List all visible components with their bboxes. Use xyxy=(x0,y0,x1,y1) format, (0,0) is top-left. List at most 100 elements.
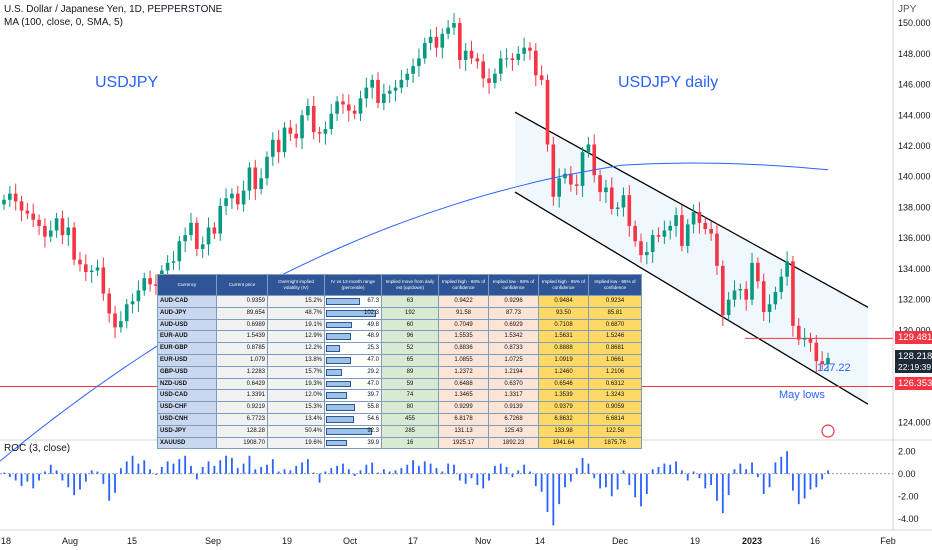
table-cell-rng: 47.0 xyxy=(324,377,382,391)
roc-bar xyxy=(160,467,163,474)
candle-body xyxy=(206,227,211,245)
roc-bar xyxy=(663,463,666,474)
price-tick-label: 140.000 xyxy=(898,172,931,182)
candle-body xyxy=(738,288,743,291)
support-price-badge: 126.353 xyxy=(895,377,932,390)
price-tick-label: 144.000 xyxy=(898,110,931,120)
roc-bar xyxy=(622,470,625,474)
table-cell-l68: 1.5342 xyxy=(488,330,539,344)
roc-bar xyxy=(710,473,713,485)
roc-bar xyxy=(780,456,783,474)
roc-bar xyxy=(260,467,263,474)
table-cell-mv: 60 xyxy=(381,318,439,332)
percentile-value: 29.2 xyxy=(367,368,379,375)
candle-body xyxy=(440,33,445,48)
channel-upper-line xyxy=(514,111,869,308)
candle-body xyxy=(195,222,199,249)
roc-bar xyxy=(756,473,759,478)
table-cell-mv: 285 xyxy=(381,424,439,438)
candle-body xyxy=(539,75,544,80)
roc-bar xyxy=(493,465,496,474)
roc-bar xyxy=(435,468,438,474)
time-tick-label: 19 xyxy=(282,536,292,546)
candle-body xyxy=(101,267,106,294)
table-cell-h68: 1.5535 xyxy=(438,330,489,344)
table-cell-h68: 0.9299 xyxy=(438,401,489,414)
roc-bar xyxy=(207,461,210,474)
table-cell-mv: 52 xyxy=(381,342,439,355)
roc-bar xyxy=(347,469,350,474)
roc-bar xyxy=(172,463,175,474)
roc-bar xyxy=(359,470,362,474)
candle-body xyxy=(516,53,521,60)
table-header-cell: IV vs 12-month range (percentile) xyxy=(324,274,382,296)
candle-body xyxy=(609,187,614,210)
table-cell-l95: 122.58 xyxy=(588,424,642,438)
table-row: NZD-USD 0.6429 19.3% 47.0 59 0.6488 0.6370 0.65… xyxy=(157,377,642,391)
table-cell-l68: 0.6929 xyxy=(488,318,539,332)
table-cell-price: 0.9219 xyxy=(216,401,268,414)
table-cell-h68: 1925.17 xyxy=(438,436,489,450)
roc-bar xyxy=(73,473,76,496)
table-cell-price: 0.8785 xyxy=(216,342,268,355)
table-cell-l68: 0.8733 xyxy=(488,342,539,355)
candle-body xyxy=(709,228,713,234)
roc-bar xyxy=(365,464,368,474)
currency-unit: JPY xyxy=(898,4,917,15)
candle-body xyxy=(306,106,310,116)
roc-bar xyxy=(628,473,631,485)
roc-bar xyxy=(38,473,40,481)
table-cell-h68: 0.6488 xyxy=(438,377,489,391)
roc-bar xyxy=(464,473,467,484)
roc-bar xyxy=(669,464,672,474)
table-row: AUD-JPY 89.654 48.7% 102.3 192 91.58 87.73 93.5… xyxy=(157,306,642,320)
candle-body xyxy=(282,127,287,153)
candle-body xyxy=(533,50,538,76)
candle-body xyxy=(615,207,620,210)
table-cell-l68: 1.2194 xyxy=(488,365,539,379)
candle-body xyxy=(171,261,176,263)
table-header-cell: Implied low - 95% of confidence xyxy=(588,274,642,296)
candle-body xyxy=(364,87,369,99)
candle-body xyxy=(761,281,766,312)
roc-bar xyxy=(155,473,157,475)
candle-body xyxy=(650,235,655,253)
table-cell-price: 1.079 xyxy=(216,353,268,367)
percentile-value: 39.9 xyxy=(367,439,379,446)
table-cell-h95: 0.8888 xyxy=(538,342,589,355)
price-tick-label: 132.000 xyxy=(898,295,931,305)
roc-bar xyxy=(476,473,479,485)
roc-bar xyxy=(201,467,204,474)
roc-bar xyxy=(353,473,356,476)
candle-body xyxy=(78,259,82,265)
roc-bar xyxy=(102,473,105,484)
percentile-bar xyxy=(326,392,348,400)
table-header-cell: Implied high - 95% of confidence xyxy=(538,274,589,296)
roc-bar xyxy=(651,469,654,474)
channel-fill xyxy=(515,112,868,405)
percentile-value: 49.8 xyxy=(367,321,379,328)
roc-bar xyxy=(593,473,596,479)
candle-body xyxy=(580,152,585,186)
table-cell-vol: 19.3% xyxy=(267,377,325,391)
roc-bar xyxy=(90,470,93,474)
table-cell-mv: 80 xyxy=(381,401,439,414)
candle-body xyxy=(60,218,65,236)
table-header-cell: Currency xyxy=(157,274,217,296)
table-cell-price: 128.28 xyxy=(216,424,268,438)
roc-bar xyxy=(306,459,309,474)
table-cell-mv: 455 xyxy=(381,412,439,426)
roc-bar xyxy=(213,465,216,474)
roc-bar xyxy=(84,473,87,482)
candle-body xyxy=(294,133,299,139)
table-body: AUD-CAD 0.9359 15.2% 67.3 63 0.9422 0.9296 0.94… xyxy=(157,295,642,450)
candle-body xyxy=(84,264,88,273)
table-cell-rng: 54.6 xyxy=(324,412,382,426)
roc-bar xyxy=(114,473,116,493)
table-row: EUR-AUD 1.5439 12.9% 48.9 96 1.5535 1.5342 1.56… xyxy=(157,330,642,344)
candle-body xyxy=(510,58,515,60)
roc-bar xyxy=(371,462,374,474)
table-cell-cur: EUR-GBP xyxy=(157,342,217,355)
candle-body xyxy=(645,252,649,256)
